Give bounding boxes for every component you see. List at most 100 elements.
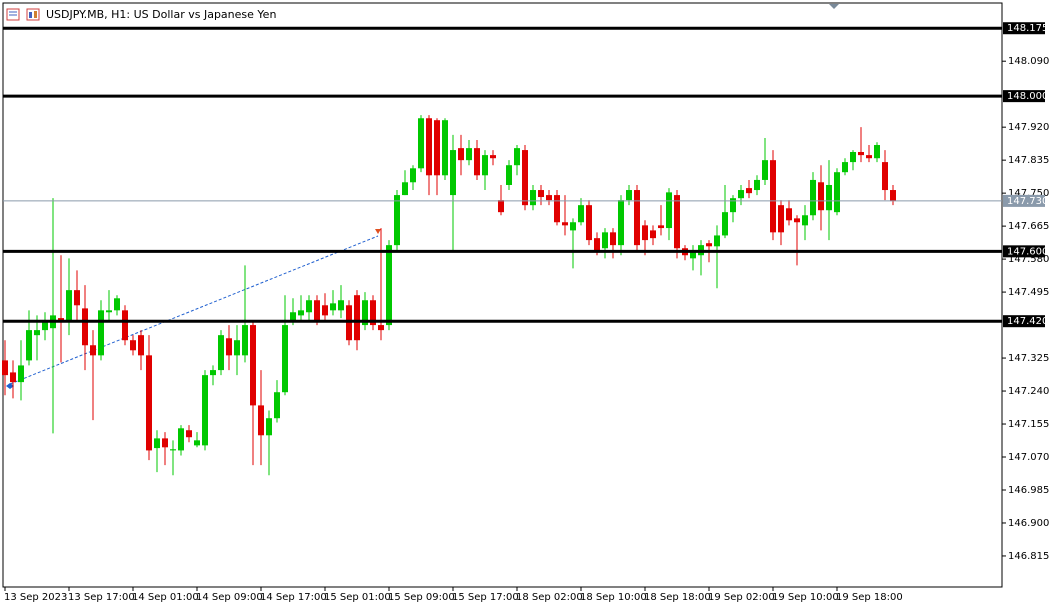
y-tick-label: 146.900 (1008, 518, 1049, 529)
candle-body (74, 290, 80, 306)
candle-body (858, 152, 864, 156)
y-tick-label: 146.985 (1008, 485, 1049, 496)
candle-body (770, 160, 776, 233)
candle-body (298, 310, 304, 316)
candle-body (754, 179, 760, 191)
x-tick-label: 19 Sep 18:00 (836, 592, 903, 603)
candle-body (386, 245, 392, 326)
candle-body (178, 428, 184, 451)
candle-body (362, 300, 368, 326)
candle-body (818, 182, 824, 211)
x-tick-label: 14 Sep 09:00 (196, 592, 263, 603)
shift-marker (829, 4, 839, 9)
candle-body (170, 449, 176, 451)
trade-arrow (375, 229, 381, 234)
candle-body (634, 190, 640, 246)
candle-body (578, 205, 584, 223)
candle-body (274, 392, 280, 419)
candle-body (626, 190, 632, 201)
candle-body (762, 160, 768, 180)
candle-body (314, 300, 320, 321)
candle-body (874, 145, 880, 159)
candle-body (194, 440, 200, 446)
candle-body (434, 120, 440, 176)
candle-body (474, 148, 480, 176)
candle-body (802, 215, 808, 226)
candle-body (514, 148, 520, 166)
level-label: 148.175 (1007, 23, 1048, 34)
candle-body (866, 155, 872, 159)
x-tick-label: 14 Sep 01:00 (132, 592, 199, 603)
x-tick-label: 19 Sep 10:00 (772, 592, 839, 603)
candle-body (618, 200, 624, 246)
candle-body (466, 148, 472, 161)
candle-body (562, 222, 568, 226)
y-tick-label: 147.920 (1008, 122, 1049, 133)
candle-body (418, 118, 424, 169)
candle-body (146, 355, 152, 451)
candle-body (26, 330, 32, 361)
current-price-box (1003, 194, 1045, 207)
candle-body (34, 330, 40, 336)
candle-body (282, 325, 288, 393)
y-tick-label: 147.495 (1008, 287, 1049, 298)
candle-body (890, 190, 896, 201)
level-box (1003, 315, 1045, 328)
candle-body (810, 179, 816, 216)
level-box (1003, 90, 1045, 103)
candle-body (642, 225, 648, 241)
candle-body (266, 418, 272, 436)
x-tick-label: 15 Sep 09:00 (388, 592, 455, 603)
candle-body (394, 195, 400, 246)
y-tick-label: 147.750 (1008, 188, 1049, 199)
y-tick-label: 147.580 (1008, 254, 1049, 265)
candle-body (882, 162, 888, 191)
candle-body (794, 218, 800, 223)
candle-body (714, 235, 720, 247)
candle-body (498, 200, 504, 213)
candle-body (746, 188, 752, 194)
candle-body (258, 405, 264, 436)
candle-body (378, 325, 384, 331)
candle-body (546, 195, 552, 201)
candle-body (666, 192, 672, 229)
x-tick-label: 15 Sep 01:00 (324, 592, 391, 603)
level-box (1003, 245, 1045, 258)
level-box (1003, 22, 1045, 35)
candle-body (722, 212, 728, 236)
candle-body (450, 150, 456, 196)
x-tick-label: 13 Sep 2023 (4, 592, 67, 603)
candle-body (786, 208, 792, 221)
candle-body (322, 305, 328, 316)
candle-body (426, 118, 432, 176)
y-tick-label: 146.815 (1008, 551, 1049, 562)
candle-body (458, 148, 464, 161)
y-tick-label: 147.665 (1008, 221, 1049, 232)
candle-body (410, 168, 416, 183)
candle-body (42, 320, 48, 331)
candle-body (202, 375, 208, 446)
candle-body (346, 305, 352, 341)
x-tick-label: 15 Sep 17:00 (452, 592, 519, 603)
candle-body (490, 155, 496, 159)
x-tick-label: 18 Sep 10:00 (580, 592, 647, 603)
candle-body (106, 310, 112, 313)
candle-body (130, 340, 136, 351)
trade-arrow (6, 383, 14, 389)
candle-body (834, 172, 840, 213)
candle-body (306, 300, 312, 313)
icon (29, 12, 32, 18)
candle-body (506, 165, 512, 185)
candle-body (658, 225, 664, 229)
candle-body (290, 312, 296, 321)
candle-body (338, 300, 344, 311)
candle-body (778, 205, 784, 233)
candle-body (330, 303, 336, 311)
candle-body (370, 300, 376, 326)
candle-body (538, 190, 544, 198)
candle-body (354, 295, 360, 341)
candle-body (82, 308, 88, 346)
candle-body (826, 184, 832, 211)
candle-body (402, 182, 408, 196)
candle-body (850, 152, 856, 163)
